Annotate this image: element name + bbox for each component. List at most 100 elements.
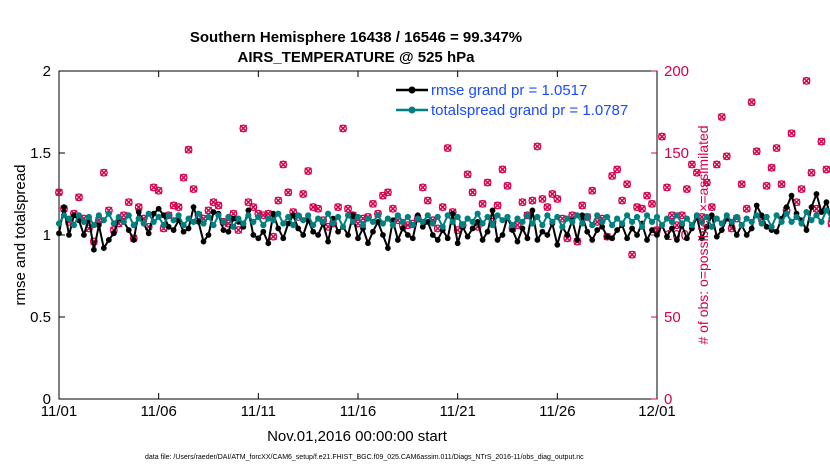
obs-assimilated-marker (468, 188, 477, 197)
obs-assimilated-marker (817, 137, 826, 146)
totalspread-point (125, 212, 132, 219)
totalspread-point (190, 218, 197, 225)
rmse-point (818, 209, 825, 215)
totalspread-point (439, 223, 446, 230)
totalspread-point (609, 222, 616, 229)
rmse-point (365, 240, 371, 247)
obs-possible-marker (423, 196, 432, 205)
totalspread-point (65, 215, 73, 222)
obs-assimilated-marker (703, 178, 711, 187)
obs-assimilated-marker (518, 198, 527, 206)
totalspread-point (569, 218, 576, 225)
totalspread-point (574, 212, 581, 219)
obs-assimilated-marker (125, 198, 133, 206)
rmse-point (325, 238, 332, 245)
totalspread-point (648, 218, 656, 225)
rmse-point (110, 230, 117, 237)
totalspread-point (554, 213, 561, 221)
totalspread-point (359, 222, 367, 229)
obs-possible-marker (334, 203, 343, 212)
obs-possible-marker (339, 124, 347, 133)
obs-assimilated-marker (608, 172, 616, 180)
totalspread-point (165, 212, 172, 219)
obs-possible-marker (712, 160, 721, 169)
rmse-point (150, 210, 157, 217)
obs-assimilated-marker (643, 191, 651, 200)
obs-assimilated-marker (613, 165, 621, 174)
obs-possible-marker (244, 198, 253, 207)
obs-possible-marker (518, 198, 527, 207)
obs-possible-marker (682, 185, 691, 194)
totalspread-point (310, 222, 317, 229)
totalspread-point (295, 212, 302, 219)
rmse-point (370, 228, 376, 235)
totalspread-point (778, 218, 785, 225)
totalspread-point (384, 215, 391, 222)
rmse-point (180, 228, 187, 235)
totalspread-point (509, 222, 516, 229)
totalspread-point (260, 222, 267, 229)
totalspread-point (100, 217, 107, 224)
rmse-point (399, 225, 406, 232)
totalspread-point (494, 212, 501, 219)
totalspread-point (434, 213, 441, 221)
obs-possible-marker (478, 199, 487, 208)
rmse-point (394, 237, 401, 243)
totalspread-point (110, 220, 117, 227)
y-axis-label-left: rmse and totalspread (12, 165, 29, 306)
totalspread-point (708, 223, 715, 230)
totalspread-point (604, 213, 611, 221)
rmse-point (654, 232, 660, 238)
obs-possible-marker (383, 188, 392, 197)
obs-assimilated-marker (304, 167, 312, 175)
totalspread-point (808, 217, 815, 224)
totalspread-point (200, 220, 207, 227)
totalspread-point (215, 212, 222, 219)
rmse-point (270, 210, 277, 217)
rmse-point (788, 192, 795, 199)
totalspread-point (489, 222, 496, 229)
totalspread-point (793, 213, 800, 221)
totalspread-point (539, 222, 546, 229)
obs-assimilated-marker (528, 196, 537, 205)
rmse-point (280, 235, 287, 242)
rmse-point (225, 228, 232, 235)
obs-assimilated-marker (274, 196, 282, 205)
totalspread-point (329, 220, 337, 227)
rmse-point (813, 191, 820, 197)
totalspread-point (344, 212, 352, 219)
rmse-point (195, 218, 202, 225)
rmse-point (524, 235, 531, 242)
obs-possible-marker (503, 181, 512, 190)
rmse-point (579, 212, 586, 219)
totalspread-point (678, 220, 686, 227)
totalspread-point (115, 213, 122, 221)
rmse-point (429, 232, 436, 238)
totalspread-point (718, 220, 725, 227)
obs-possible-marker (538, 194, 547, 203)
rmse-point (424, 218, 431, 225)
totalspread-point (325, 210, 332, 217)
totalspread-point (280, 220, 287, 227)
rmse-point (409, 235, 416, 242)
obs-possible-marker (234, 226, 243, 235)
obs-possible-marker (658, 132, 666, 141)
totalspread-point (175, 212, 182, 219)
totalspread-point (459, 222, 466, 229)
obs-possible-marker (493, 201, 502, 210)
obs-assimilated-marker (802, 77, 811, 85)
y-tick-label-right: 0 (664, 391, 672, 408)
chart-title-line2: AIRS_TEMPERATURE @ 525 hPa (238, 49, 476, 66)
obs-possible-marker (553, 194, 562, 203)
rmse-point (614, 227, 621, 233)
rmse-point (539, 228, 546, 235)
obs-assimilated-marker (648, 200, 656, 208)
obs-assimilated-marker (179, 173, 188, 182)
obs-possible-marker (608, 172, 617, 180)
totalspread-point (728, 218, 735, 225)
totalspread-point (130, 222, 137, 229)
totalspread-point (444, 212, 451, 219)
rmse-point (564, 232, 571, 238)
obs-possible-marker (124, 198, 133, 207)
obs-possible-marker (443, 144, 452, 153)
